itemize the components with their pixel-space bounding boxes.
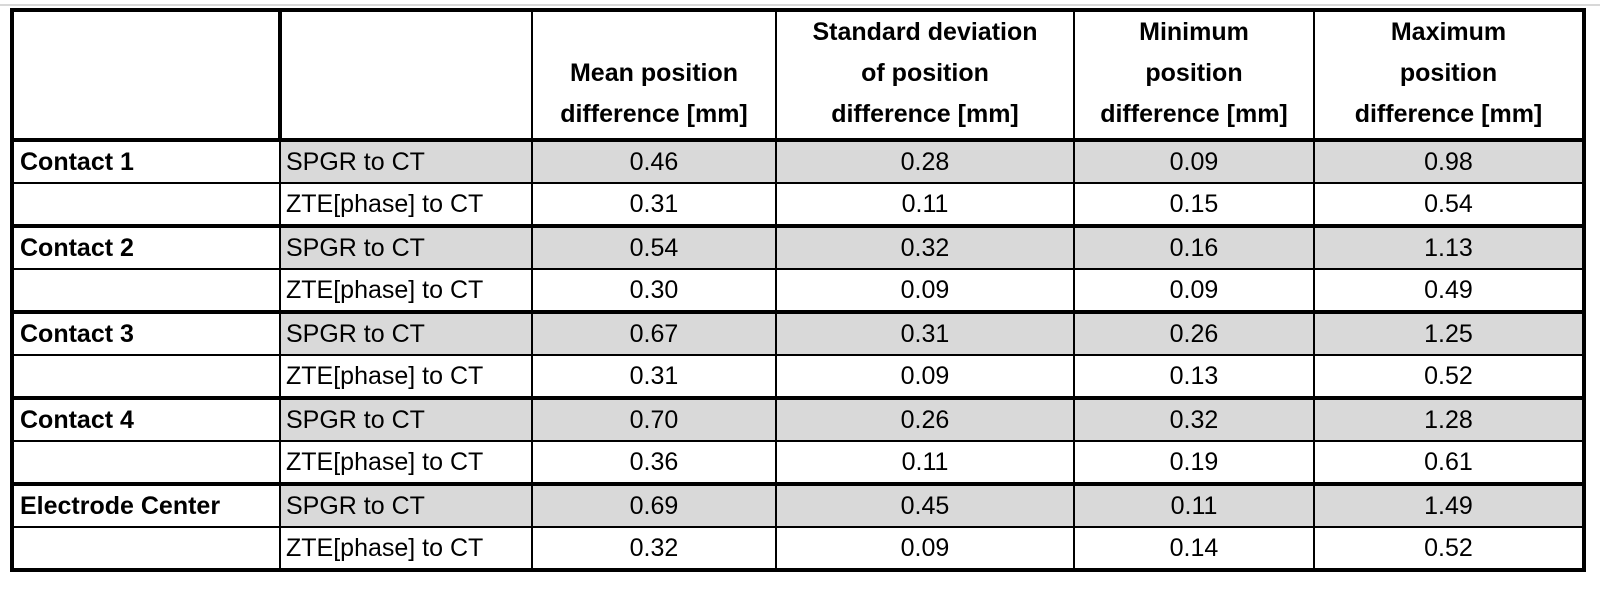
column-header-method	[279, 9, 533, 142]
value-cell-min: 0.13	[1073, 354, 1315, 399]
table-row: ZTE[phase] to CT 0.36 0.11 0.19 0.61	[11, 440, 1585, 485]
row-label-empty	[11, 526, 281, 571]
value-cell-min: 0.16	[1073, 224, 1315, 270]
method-cell: ZTE[phase] to CT	[279, 354, 533, 399]
value-cell-max: 1.49	[1313, 482, 1585, 528]
table-row: Contact 3 SPGR to CT 0.67 0.31 0.26 1.25	[11, 310, 1585, 356]
value-cell-std: 0.09	[775, 526, 1075, 571]
value-cell-max: 0.49	[1313, 268, 1585, 313]
value-cell-mean: 0.31	[531, 182, 777, 227]
value-cell-std: 0.09	[775, 354, 1075, 399]
value-cell-min: 0.15	[1073, 182, 1315, 227]
value-cell-mean: 0.46	[531, 138, 777, 184]
table-row: ZTE[phase] to CT 0.32 0.09 0.14 0.52	[11, 526, 1585, 571]
value-cell-max: 0.52	[1313, 354, 1585, 399]
method-cell: SPGR to CT	[279, 138, 533, 184]
method-cell: ZTE[phase] to CT	[279, 526, 533, 571]
value-cell-std: 0.09	[775, 268, 1075, 313]
value-cell-min: 0.32	[1073, 396, 1315, 442]
value-cell-std: 0.11	[775, 182, 1075, 227]
column-header-std: Standard deviation of position differenc…	[775, 9, 1075, 142]
method-cell: SPGR to CT	[279, 224, 533, 270]
value-cell-min: 0.14	[1073, 526, 1315, 571]
value-cell-mean: 0.69	[531, 482, 777, 528]
value-cell-std: 0.32	[775, 224, 1075, 270]
row-label-contact-3: Contact 3	[11, 310, 281, 356]
top-gridline	[0, 4, 1600, 6]
column-header-mean: Mean position difference [mm]	[531, 9, 777, 142]
value-cell-min: 0.09	[1073, 138, 1315, 184]
value-cell-std: 0.26	[775, 396, 1075, 442]
value-cell-mean: 0.31	[531, 354, 777, 399]
row-label-contact-4: Contact 4	[11, 396, 281, 442]
value-cell-max: 0.52	[1313, 526, 1585, 571]
row-label-electrode-center: Electrode Center	[11, 482, 281, 528]
column-header-max: Maximum position difference [mm]	[1313, 9, 1585, 142]
table-row: Electrode Center SPGR to CT 0.69 0.45 0.…	[11, 482, 1585, 528]
value-cell-mean: 0.36	[531, 440, 777, 485]
value-cell-mean: 0.30	[531, 268, 777, 313]
value-cell-std: 0.31	[775, 310, 1075, 356]
value-cell-max: 0.54	[1313, 182, 1585, 227]
value-cell-max: 1.13	[1313, 224, 1585, 270]
value-cell-mean: 0.32	[531, 526, 777, 571]
table-row: Contact 1 SPGR to CT 0.46 0.28 0.09 0.98	[11, 138, 1585, 184]
method-cell: ZTE[phase] to CT	[279, 440, 533, 485]
value-cell-mean: 0.70	[531, 396, 777, 442]
value-cell-std: 0.11	[775, 440, 1075, 485]
row-label-empty	[11, 354, 281, 399]
method-cell: ZTE[phase] to CT	[279, 182, 533, 227]
value-cell-max: 0.98	[1313, 138, 1585, 184]
row-label-empty	[11, 268, 281, 313]
row-label-contact-1: Contact 1	[11, 138, 281, 184]
row-label-contact-2: Contact 2	[11, 224, 281, 270]
value-cell-max: 0.61	[1313, 440, 1585, 485]
header-row: Mean position difference [mm] Standard d…	[11, 9, 1585, 142]
column-header-min: Minimum position difference [mm]	[1073, 9, 1315, 142]
table-row: Contact 2 SPGR to CT 0.54 0.32 0.16 1.13	[11, 224, 1585, 270]
value-cell-mean: 0.67	[531, 310, 777, 356]
value-cell-max: 1.28	[1313, 396, 1585, 442]
method-cell: SPGR to CT	[279, 396, 533, 442]
value-cell-min: 0.11	[1073, 482, 1315, 528]
value-cell-std: 0.45	[775, 482, 1075, 528]
table-row: ZTE[phase] to CT 0.31 0.11 0.15 0.54	[11, 182, 1585, 227]
method-cell: SPGR to CT	[279, 482, 533, 528]
table-row: ZTE[phase] to CT 0.30 0.09 0.09 0.49	[11, 268, 1585, 313]
row-label-empty	[11, 440, 281, 485]
method-cell: SPGR to CT	[279, 310, 533, 356]
results-table: Mean position difference [mm] Standard d…	[10, 8, 1586, 572]
value-cell-min: 0.09	[1073, 268, 1315, 313]
value-cell-std: 0.28	[775, 138, 1075, 184]
value-cell-min: 0.19	[1073, 440, 1315, 485]
value-cell-min: 0.26	[1073, 310, 1315, 356]
row-label-empty	[11, 182, 281, 227]
value-cell-mean: 0.54	[531, 224, 777, 270]
column-header-row-label	[11, 9, 282, 142]
method-cell: ZTE[phase] to CT	[279, 268, 533, 313]
table-row: Contact 4 SPGR to CT 0.70 0.26 0.32 1.28	[11, 396, 1585, 442]
table-row: ZTE[phase] to CT 0.31 0.09 0.13 0.52	[11, 354, 1585, 399]
value-cell-max: 1.25	[1313, 310, 1585, 356]
